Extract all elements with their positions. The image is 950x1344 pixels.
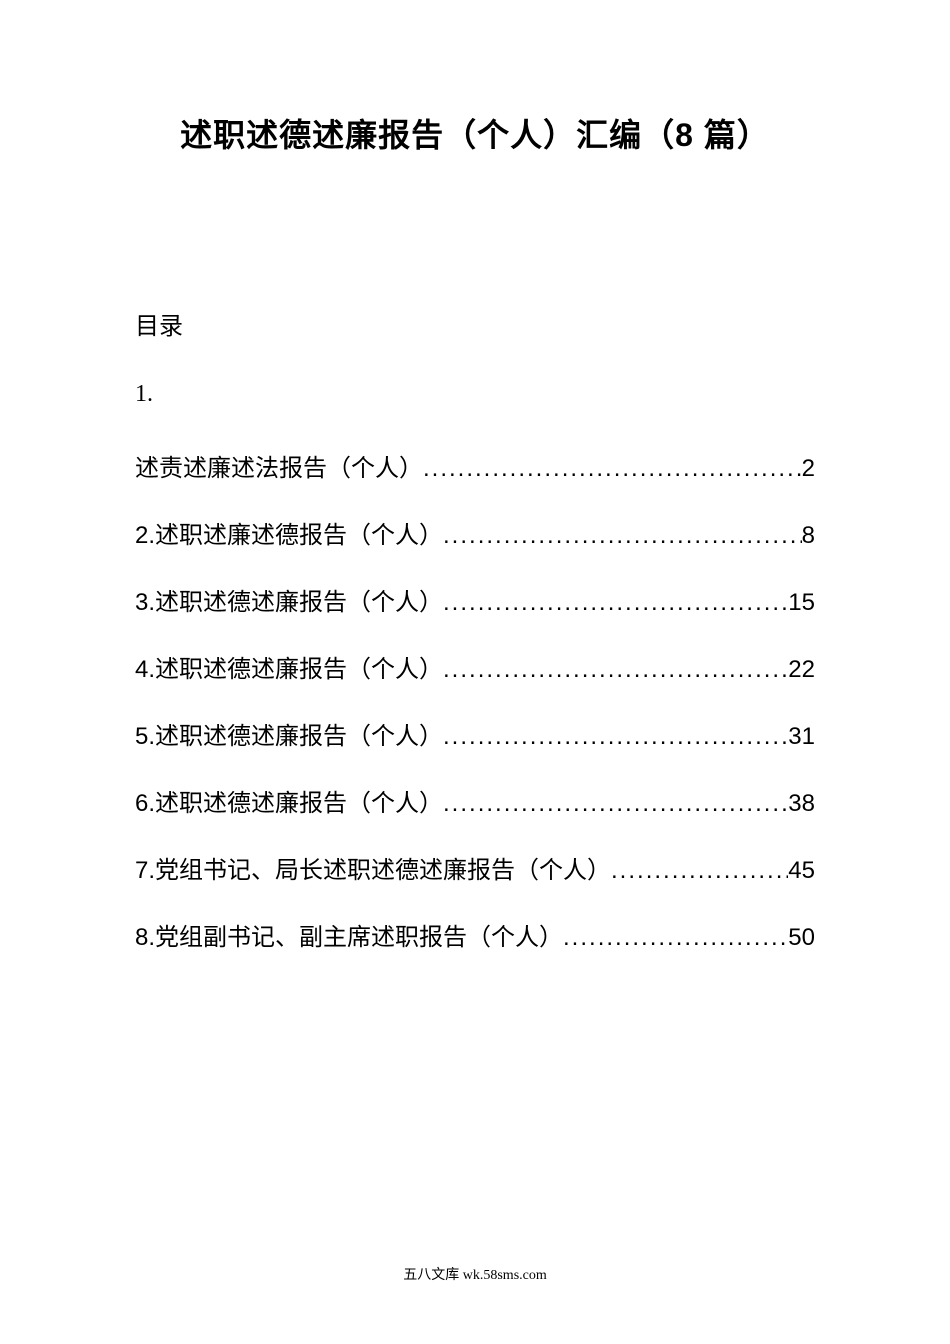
toc-entry-page: 15	[788, 589, 815, 617]
toc-entry-label: 3.述职述德述廉报告（个人）	[135, 582, 443, 617]
toc-entry: 8.党组副书记、副主席述职报告（个人） 50	[135, 917, 815, 952]
toc-entry-page: 2	[802, 455, 815, 483]
toc-entry-page: 22	[788, 656, 815, 684]
page-footer: 五八文库 wk.58sms.com	[0, 1264, 950, 1284]
toc-entry: 7.党组书记、局长述职述德述廉报告（个人） 45	[135, 850, 815, 885]
toc-entry-label: 5.述职述德述廉报告（个人）	[135, 716, 443, 751]
toc-entry-page: 45	[788, 857, 815, 885]
toc-dots	[443, 589, 788, 617]
toc-dots	[611, 857, 788, 885]
toc-entry-page: 50	[788, 924, 815, 952]
toc-dots	[443, 522, 802, 550]
toc-entry-label: 4.述职述德述廉报告（个人）	[135, 649, 443, 684]
toc-entry: 3.述职述德述廉报告（个人） 15	[135, 582, 815, 617]
toc-entry: 4.述职述德述廉报告（个人） 22	[135, 649, 815, 684]
toc-entry-label: 7.党组书记、局长述职述德述廉报告（个人）	[135, 850, 611, 885]
toc-heading: 目录	[135, 306, 815, 341]
toc-entry-label: 6.述职述德述廉报告（个人）	[135, 783, 443, 818]
document-title: 述职述德述廉报告（个人）汇编（8 篇）	[135, 110, 815, 156]
toc-entry-label: 8.党组副书记、副主席述职报告（个人）	[135, 917, 563, 952]
toc-entry: 2.述职述廉述德报告（个人） 8	[135, 515, 815, 550]
toc-entry-page: 38	[788, 790, 815, 818]
toc-entry-label: 述责述廉述法报告（个人）	[135, 448, 423, 483]
page-container: 述职述德述廉报告（个人）汇编（8 篇） 目录 1. 述责述廉述法报告（个人） 2…	[0, 0, 950, 952]
toc-entry: 述责述廉述法报告（个人） 2	[135, 448, 815, 483]
toc-entry: 6.述职述德述廉报告（个人） 38	[135, 783, 815, 818]
toc-entry-label: 2.述职述廉述德报告（个人）	[135, 515, 443, 550]
toc-entry-page: 8	[802, 522, 815, 550]
toc-dots	[443, 656, 788, 684]
toc-entry: 5.述职述德述廉报告（个人） 31	[135, 716, 815, 751]
toc-dots	[443, 790, 788, 818]
toc-dots	[563, 924, 788, 952]
toc-dots	[443, 723, 788, 751]
toc-entry-page: 31	[788, 723, 815, 751]
toc-item-one-prefix: 1.	[135, 381, 815, 408]
toc-dots	[423, 455, 802, 483]
